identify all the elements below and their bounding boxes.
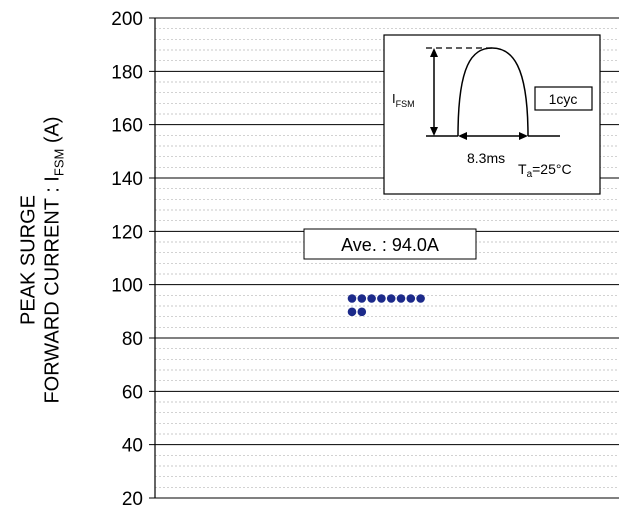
temperature-label-main: T — [518, 161, 527, 177]
ifsm-label: IFSM — [392, 91, 415, 109]
ifsm-label-sub: FSM — [396, 99, 415, 109]
cycle-label: 1cyc — [549, 91, 578, 107]
data-point — [357, 294, 367, 303]
data-point — [416, 294, 425, 303]
ifsm-arrow-head-top — [430, 48, 438, 57]
data-point — [357, 307, 367, 317]
temperature-label: Ta=25°C — [518, 161, 572, 180]
data-point — [406, 294, 416, 303]
time-arrow-head-left — [458, 132, 467, 140]
inset-box — [383, 34, 601, 195]
ifsm-arrow-head-bottom — [430, 127, 438, 136]
y-tick-label: 160 — [111, 116, 143, 137]
time-label: 8.3ms — [467, 150, 505, 166]
average-annotation-box — [303, 228, 477, 260]
y-tick-label: 40 — [122, 436, 143, 457]
y-tick-labels: 20 40 60 80 100 120 140 160 180 200 — [111, 9, 143, 510]
y-tick-label: 100 — [111, 276, 143, 297]
data-point — [347, 307, 357, 317]
y-tick-label: 120 — [111, 222, 143, 243]
average-annotation: Ave. : 94.0A — [303, 228, 477, 260]
y-tick-label: 80 — [122, 329, 143, 350]
data-point — [386, 294, 396, 303]
y-tick-label: 60 — [122, 382, 143, 403]
y-tick-label: 140 — [111, 169, 143, 190]
data-points — [347, 294, 425, 317]
data-point — [367, 294, 376, 303]
y-tick-label: 200 — [111, 9, 143, 30]
temperature-label-sub: a — [527, 169, 533, 180]
data-point — [347, 294, 357, 303]
y-tick-label: 20 — [122, 489, 143, 510]
ifsm-label-main: I — [392, 91, 396, 106]
inset-diagram: IFSM 8.3ms Ta=25°C 1cyc — [383, 34, 601, 195]
time-arrow-head-right — [519, 132, 528, 140]
data-point — [396, 294, 406, 303]
average-annotation-text: Ave. : 94.0A — [341, 235, 439, 255]
data-point — [377, 294, 386, 303]
cycle-box — [534, 86, 593, 111]
temperature-label-value: =25°C — [532, 161, 571, 177]
y-tick-label: 180 — [111, 62, 143, 83]
